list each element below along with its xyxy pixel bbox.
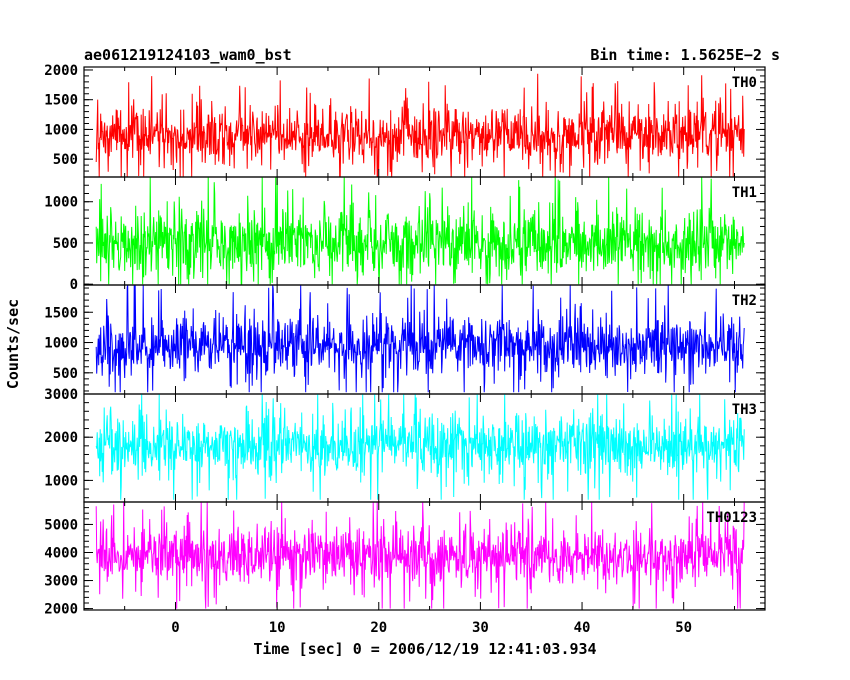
x-tick-label: 20 [370,620,387,636]
y-tick-label: 5000 [44,517,78,533]
panel-label-th2: TH2 [732,293,757,309]
y-tick-label: 3000 [44,387,78,403]
series-line-th1 [95,176,745,285]
series-line-th0 [95,73,745,178]
panel-th3: 1000 2000 3000 TH3 [44,387,766,503]
y-tick-label: 1000 [44,473,78,489]
figure-title: ae061219124103_wam0_bst [84,46,292,64]
y-axis-title: Counts/sec [4,299,22,389]
x-tick-label: 30 [472,620,489,636]
panel-label-th0: TH0 [732,75,757,91]
panel-th0: 500 1000 1500 2000 TH0 [44,63,766,178]
series-line-th0123 [95,501,745,609]
y-tick-label: 4000 [44,545,78,561]
y-tick-label: 1000 [44,122,78,138]
panel-th0123: 2000 3000 4000 5000 TH0123 [44,501,766,618]
y-tick-label: 1000 [44,336,78,352]
y-tick-label: 1500 [44,93,78,109]
y-tick-label: 2000 [44,430,78,446]
panel-th2: 500 1000 1500 TH2 [44,284,766,395]
y-tick-label: 1500 [44,305,78,321]
y-tick-label: 2000 [44,602,78,618]
series-line-th3 [95,393,745,500]
bin-time-label: Bin time: 1.5625E−2 s [590,46,780,64]
x-axis-title: Time [sec] 0 = 2006/12/19 12:41:03.934 [253,640,596,658]
panel-label-th0123: TH0123 [706,510,757,526]
y-tick-label: 0 [70,277,78,293]
series-line-th2 [95,284,745,393]
panels-group: 500 1000 1500 2000 TH0 0 500 1000 TH1 500 1000 1500… [44,63,766,618]
panel-frame [83,501,766,611]
x-tick-label: 50 [675,620,692,636]
x-tick-label: 10 [269,620,286,636]
panel-label-th1: TH1 [732,185,757,201]
y-tick-label: 500 [53,152,78,168]
panel-label-th3: TH3 [732,402,757,418]
x-tick-label: 0 [171,620,179,636]
panel-frame [83,66,766,178]
y-tick-label: 2000 [44,63,78,79]
x-axis: 0 10 20 30 40 50 [171,620,692,636]
y-tick-label: 500 [53,366,78,382]
panel-th1: 0 500 1000 TH1 [44,176,766,293]
y-tick-label: 500 [53,236,78,252]
y-tick-label: 1000 [44,195,78,211]
y-tick-label: 3000 [44,574,78,590]
x-tick-label: 40 [574,620,591,636]
